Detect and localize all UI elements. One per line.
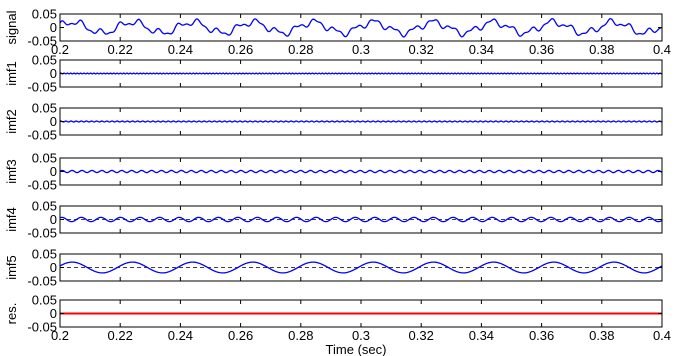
series-line-signal	[59, 17, 663, 38]
x-tick-label: 0.3	[352, 42, 370, 57]
y-axis-label: imf1	[4, 61, 19, 86]
x-tick-label: 0.22	[108, 328, 133, 343]
y-axis-label: imf3	[4, 159, 19, 184]
x-tick-label: 0.3	[352, 328, 370, 343]
y-tick-label: 0	[50, 260, 57, 275]
x-tick-label: 0.2	[51, 328, 69, 343]
y-tick-label: 0.05	[32, 293, 57, 308]
y-tick-label: 0	[50, 20, 57, 35]
panel-res: 0.050-0.050.2 0.22 0.24 0.26 0.28 0.3 0.32 0.34…	[4, 293, 671, 344]
y-tick-label: 0.05	[32, 101, 57, 116]
y-tick-label: -0.05	[27, 320, 57, 335]
panel-imf2: 0.050-0.05 imf2	[4, 101, 663, 143]
x-tick-label: 0.36	[529, 328, 554, 343]
x-tick-label: 0.26	[228, 328, 253, 343]
x-tick-label: 0.2	[51, 42, 69, 57]
panel-imf5: 0.050-0.05 imf5	[4, 247, 663, 289]
series-line-imf3	[59, 169, 663, 174]
y-tick-label: 0.05	[32, 7, 57, 22]
x-tick-label: 0.34	[469, 328, 494, 343]
y-axis-label: imf2	[4, 109, 19, 134]
series-line-imf5	[59, 261, 663, 274]
y-tick-label: 0.05	[32, 53, 57, 68]
x-tick-label: 0.28	[288, 328, 313, 343]
x-tick-label: 0.22	[108, 42, 133, 57]
x-tick-label: 0.38	[589, 42, 614, 57]
y-axis-label: imf5	[4, 255, 19, 280]
y-tick-label: -0.05	[27, 34, 57, 49]
y-axis-label: res.	[4, 303, 19, 325]
panel-signal: 0.050-0.050.2 0.22 0.24 0.26 0.28 0.3 0.32 0.34…	[4, 7, 671, 58]
x-tick-label: 0.32	[409, 42, 434, 57]
x-tick-label: 0.4	[653, 328, 671, 343]
y-tick-label: -0.05	[27, 80, 57, 95]
x-tick-label: 0.34	[469, 42, 494, 57]
series-line-imf1	[59, 72, 663, 75]
x-tick-label: 0.28	[288, 42, 313, 57]
y-tick-label: 0.05	[32, 151, 57, 166]
panel-imf4: 0.050-0.05 imf4	[4, 199, 663, 241]
y-tick-label: -0.05	[27, 128, 57, 143]
x-tick-label: 0.4	[653, 42, 671, 57]
y-tick-label: 0	[50, 164, 57, 179]
x-axis-title: Time (sec)	[326, 342, 387, 356]
y-tick-label: 0	[50, 114, 57, 129]
y-tick-label: -0.05	[27, 226, 57, 241]
y-tick-label: 0.05	[32, 199, 57, 214]
y-axis-label: imf4	[4, 207, 19, 232]
y-tick-label: -0.05	[27, 274, 57, 289]
y-axis-label: signal	[4, 10, 19, 44]
x-tick-label: 0.24	[168, 328, 193, 343]
panel-imf3: 0.050-0.05 imf3	[4, 151, 663, 193]
panels-layer: 0.050-0.050.2 0.22 0.24 0.26 0.28 0.3 0.32 0.34…	[4, 7, 671, 344]
y-tick-label: 0	[50, 212, 57, 227]
axes-frame	[59, 13, 663, 42]
y-tick-label: 0.05	[32, 247, 57, 262]
x-tick-label: 0.36	[529, 42, 554, 57]
x-tick-label: 0.26	[228, 42, 253, 57]
panel-imf1: 0.050-0.05 imf1	[4, 53, 663, 95]
x-tick-label: 0.24	[168, 42, 193, 57]
series-line-imf4	[59, 216, 663, 223]
series-line-imf2	[59, 120, 663, 123]
x-tick-label: 0.38	[589, 328, 614, 343]
x-tick-label: 0.32	[409, 328, 434, 343]
y-tick-label: -0.05	[27, 178, 57, 193]
y-tick-label: 0	[50, 66, 57, 81]
y-tick-label: 0	[50, 306, 57, 321]
